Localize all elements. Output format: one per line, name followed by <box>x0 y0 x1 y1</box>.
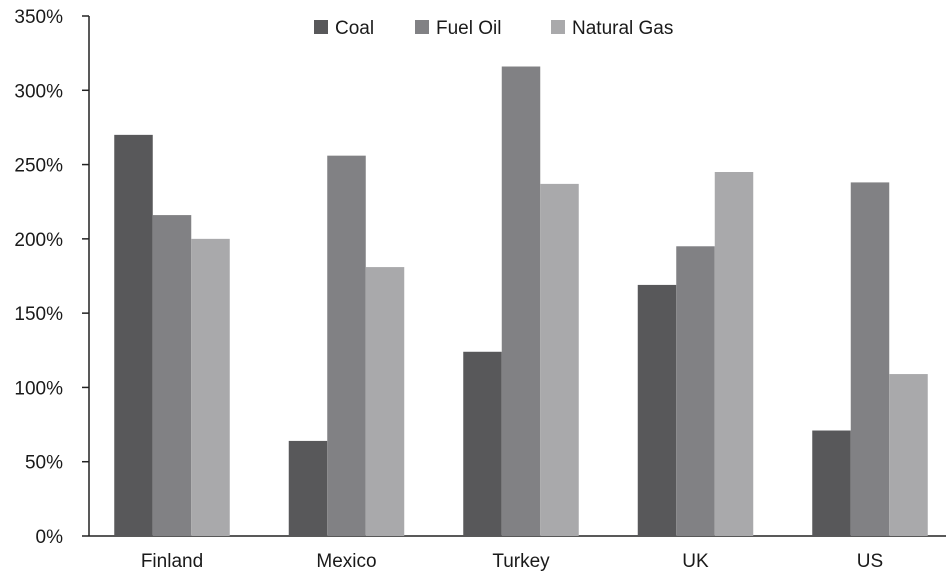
legend-swatch <box>551 20 565 34</box>
bar-natural-gas-us <box>889 374 928 536</box>
bar-coal-us <box>812 430 851 536</box>
y-tick-label: 200% <box>14 230 63 251</box>
y-tick-label: 250% <box>14 156 63 177</box>
y-tick-label: 350% <box>14 7 63 28</box>
legend-swatch <box>314 20 328 34</box>
bar-fuel-oil-turkey <box>501 66 541 536</box>
bar-coal-turkey <box>463 351 502 536</box>
bar-natural-gas-finland <box>191 238 230 536</box>
legend-label: Coal <box>335 18 374 39</box>
bar-fuel-oil-mexico <box>327 155 366 536</box>
y-tick-label: 300% <box>14 81 63 102</box>
legend-label: Fuel Oil <box>436 18 501 39</box>
bar-fuel-oil-finland <box>152 215 192 537</box>
y-tick-label: 50% <box>25 453 63 474</box>
bar-coal-uk <box>637 284 677 536</box>
y-tick-label: 100% <box>14 378 63 399</box>
x-category-label: Finland <box>141 551 203 572</box>
y-tick-label: 0% <box>36 527 64 548</box>
bars <box>114 66 928 537</box>
bar-coal-finland <box>114 134 153 536</box>
legend-label: Natural Gas <box>572 18 673 39</box>
y-tick-label: 150% <box>14 304 63 325</box>
x-category-label: UK <box>682 551 709 572</box>
x-category-label: US <box>857 551 883 572</box>
y-axis: 0% 50% 100% 150% 200% 250% 300% 350% <box>14 7 90 548</box>
x-axis: Finland Mexico Turkey UK US <box>89 535 946 572</box>
x-category-label: Turkey <box>492 551 550 572</box>
x-category-label: Mexico <box>316 551 376 572</box>
bar-natural-gas-mexico <box>365 267 405 536</box>
bar-coal-mexico <box>288 440 328 536</box>
bar-fuel-oil-uk <box>676 246 715 537</box>
legend-swatch <box>415 20 429 34</box>
bar-natural-gas-uk <box>714 172 754 536</box>
bar-natural-gas-turkey <box>540 183 579 536</box>
bar-fuel-oil-us <box>850 182 890 536</box>
legend: Coal Fuel Oil Natural Gas <box>314 18 673 39</box>
